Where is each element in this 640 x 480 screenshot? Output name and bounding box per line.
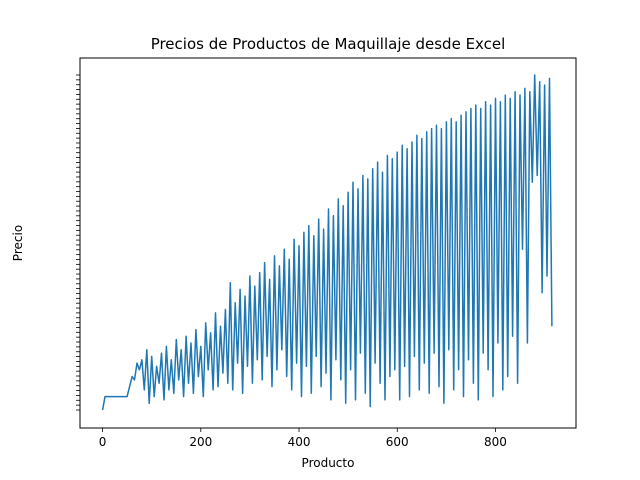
y-axis-label: Precio	[11, 225, 25, 261]
y-axis-ticks	[76, 74, 80, 411]
chart-title: Precios de Productos de Maquillaje desde…	[151, 35, 506, 53]
plot-area: 0 200 400 600 800	[76, 57, 577, 449]
x-tick-label: 0	[99, 435, 107, 449]
x-tick-label: 600	[386, 435, 409, 449]
price-line	[101, 74, 553, 411]
x-tick-label: 400	[288, 435, 311, 449]
x-axis-label: Producto	[302, 456, 355, 470]
x-tick-label: 800	[484, 435, 507, 449]
x-tick-label: 200	[189, 435, 212, 449]
x-axis-ticks: 0 200 400 600 800	[99, 428, 507, 449]
axes-frame	[79, 57, 577, 429]
